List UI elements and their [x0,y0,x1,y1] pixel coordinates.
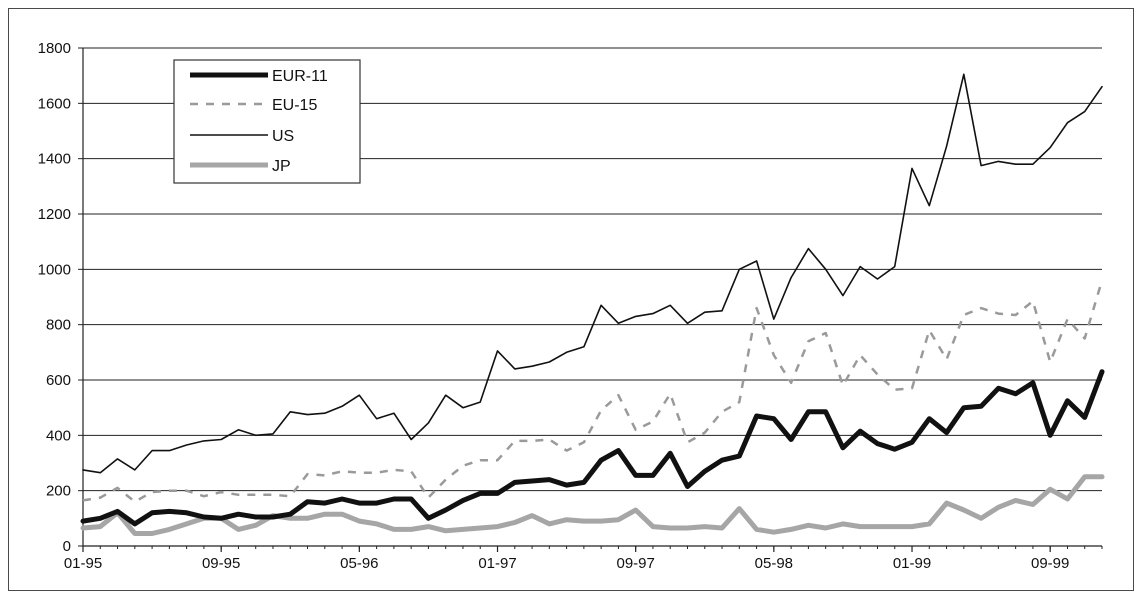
y-tick-label: 1400 [38,151,71,168]
y-tick-label: 1600 [38,95,71,112]
y-tick-label: 1800 [38,40,71,57]
x-tick-label: 09-99 [1031,555,1069,572]
x-tick-label: 05-98 [755,555,793,572]
y-tick-label: 600 [46,372,71,389]
gridlines [83,47,1102,492]
legend-label-eur11: EUR-11 [272,68,328,85]
series-line-us [82,73,1103,474]
y-tick-label: 200 [46,483,71,500]
legend: EUR-11 EU-15 US JP [173,59,361,184]
y-tick-label: 1200 [38,206,71,223]
series-line-jp [80,474,1105,536]
x-tick-label: 01-97 [478,555,516,572]
x-tick-label: 09-97 [616,555,654,572]
series-lines [80,73,1105,536]
axes: 0 200 400 600 800 1000 1200 1400 1600 1800 01-95 09… [38,40,1103,572]
x-tick-label: 01-99 [893,555,931,572]
legend-label-eu15: EU-15 [272,97,317,114]
x-tick-label: 05-96 [340,555,378,572]
series-line-eur11 [80,369,1105,527]
x-tick-label: 01-95 [64,555,102,572]
y-tick-label: 800 [46,317,71,334]
y-tick-label: 400 [46,427,71,444]
y-tick-label: 0 [63,538,71,555]
legend-label-us: US [272,128,294,145]
legend-label-jp: JP [272,158,291,175]
x-tick-label: 09-95 [202,555,240,572]
series-line-eu15 [82,280,1104,503]
y-tick-label: 1000 [38,261,71,278]
